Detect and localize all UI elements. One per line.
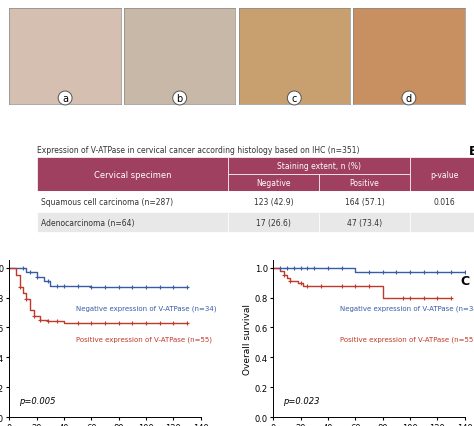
FancyBboxPatch shape xyxy=(410,157,474,192)
Text: 164 (57.1): 164 (57.1) xyxy=(345,198,384,207)
Text: Negative: Negative xyxy=(256,179,291,188)
FancyBboxPatch shape xyxy=(37,157,228,192)
Text: p-value: p-value xyxy=(430,170,458,179)
Text: 123 (42.9): 123 (42.9) xyxy=(254,198,293,207)
FancyBboxPatch shape xyxy=(37,212,228,233)
Text: b: b xyxy=(177,94,183,104)
FancyBboxPatch shape xyxy=(410,212,474,233)
FancyBboxPatch shape xyxy=(228,192,319,212)
Text: Negative expression of V-ATPase (n=34): Negative expression of V-ATPase (n=34) xyxy=(340,305,474,311)
Text: 17 (26.6): 17 (26.6) xyxy=(256,218,291,227)
Text: p=0.005: p=0.005 xyxy=(19,396,55,405)
Text: Cervical specimen: Cervical specimen xyxy=(93,170,171,179)
Text: 0.016: 0.016 xyxy=(433,198,455,207)
Y-axis label: Overall survival: Overall survival xyxy=(243,304,252,374)
Text: c: c xyxy=(292,94,297,104)
Text: Expression of V-ATPase in cervical cancer according histology based on IHC (n=35: Expression of V-ATPase in cervical cance… xyxy=(37,146,359,155)
Text: B: B xyxy=(469,145,474,158)
Text: Positive expression of V-ATPase (n=55): Positive expression of V-ATPase (n=55) xyxy=(76,336,212,342)
Text: Staining extent, n (%): Staining extent, n (%) xyxy=(277,161,361,170)
FancyBboxPatch shape xyxy=(319,192,410,212)
Text: Negative expression of V-ATPase (n=34): Negative expression of V-ATPase (n=34) xyxy=(76,305,217,311)
FancyBboxPatch shape xyxy=(37,192,228,212)
FancyBboxPatch shape xyxy=(319,175,410,192)
FancyBboxPatch shape xyxy=(228,175,319,192)
Text: Positive: Positive xyxy=(349,179,379,188)
Text: a: a xyxy=(62,94,68,104)
Text: d: d xyxy=(406,94,412,104)
FancyBboxPatch shape xyxy=(410,192,474,212)
FancyBboxPatch shape xyxy=(228,157,410,175)
Text: Adenocarcinoma (n=64): Adenocarcinoma (n=64) xyxy=(41,218,135,227)
Text: Positive expression of V-ATPase (n=55): Positive expression of V-ATPase (n=55) xyxy=(340,336,474,342)
Text: 47 (73.4): 47 (73.4) xyxy=(347,218,382,227)
FancyBboxPatch shape xyxy=(319,212,410,233)
Text: Squamous cell carcinoma (n=287): Squamous cell carcinoma (n=287) xyxy=(41,198,173,207)
Text: C: C xyxy=(460,275,469,288)
FancyBboxPatch shape xyxy=(228,212,319,233)
Text: p=0.023: p=0.023 xyxy=(283,396,319,405)
